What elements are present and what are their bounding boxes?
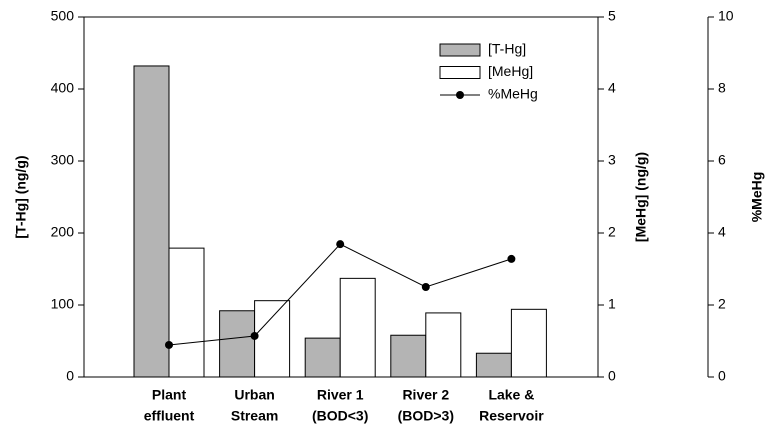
tick-label: 2	[608, 224, 616, 240]
x-tick-label: Lake &	[488, 387, 534, 403]
y-axis-label: [T-Hg] (ng/g)	[13, 155, 29, 238]
tick-label: 6	[718, 152, 726, 168]
legend-label: [T-Hg]	[488, 41, 526, 57]
line-marker	[250, 331, 259, 340]
tick-label: 400	[51, 80, 75, 96]
bar	[339, 277, 376, 378]
tick-label: 8	[718, 80, 726, 96]
x-tick-label: effluent	[144, 408, 195, 424]
tick-label: 0	[66, 368, 74, 384]
legend-swatch	[439, 43, 481, 57]
tick-label: 4	[718, 224, 726, 240]
tick-label: 100	[51, 296, 75, 312]
bar	[254, 300, 291, 378]
line-marker	[507, 254, 516, 263]
y2-axis-label: [MeHg] (ng/g)	[633, 152, 649, 242]
x-tick-label: River 2	[402, 387, 449, 403]
tick-label: 2	[718, 296, 726, 312]
x-tick-label: River 1	[317, 387, 364, 403]
tick-label: 0	[608, 368, 616, 384]
tick-label: 1	[608, 296, 616, 312]
line-marker	[421, 283, 430, 291]
legend-swatch	[439, 66, 481, 79]
legend-swatch	[456, 91, 464, 99]
bar	[390, 334, 427, 378]
bar	[168, 247, 205, 378]
tick-label: 4	[608, 80, 616, 96]
line-marker	[336, 240, 345, 249]
tick-label: 0	[718, 368, 726, 384]
legend-label: %MeHg	[488, 86, 538, 102]
tick-label: 200	[51, 224, 75, 240]
bar	[304, 337, 341, 378]
x-tick-label: (BOD>3)	[398, 408, 454, 424]
line-marker	[165, 340, 173, 349]
y3-axis-label: %MeHg	[749, 172, 765, 223]
tick-label: 3	[608, 152, 616, 168]
bar	[510, 308, 547, 378]
bar	[133, 65, 170, 378]
bar	[425, 312, 462, 378]
x-tick-label: Urban	[234, 387, 274, 403]
bar	[475, 352, 512, 378]
x-tick-label: Stream	[231, 408, 278, 424]
x-tick-label: Plant	[152, 387, 187, 403]
bar	[219, 310, 256, 378]
x-tick-label: Reservoir	[479, 408, 544, 424]
tick-label: 500	[51, 8, 75, 24]
tick-label: 5	[608, 8, 616, 24]
x-tick-label: (BOD<3)	[312, 408, 368, 424]
legend-label: [MeHg]	[488, 63, 533, 79]
tick-label: 300	[51, 152, 75, 168]
tick-label: 10	[718, 8, 734, 24]
